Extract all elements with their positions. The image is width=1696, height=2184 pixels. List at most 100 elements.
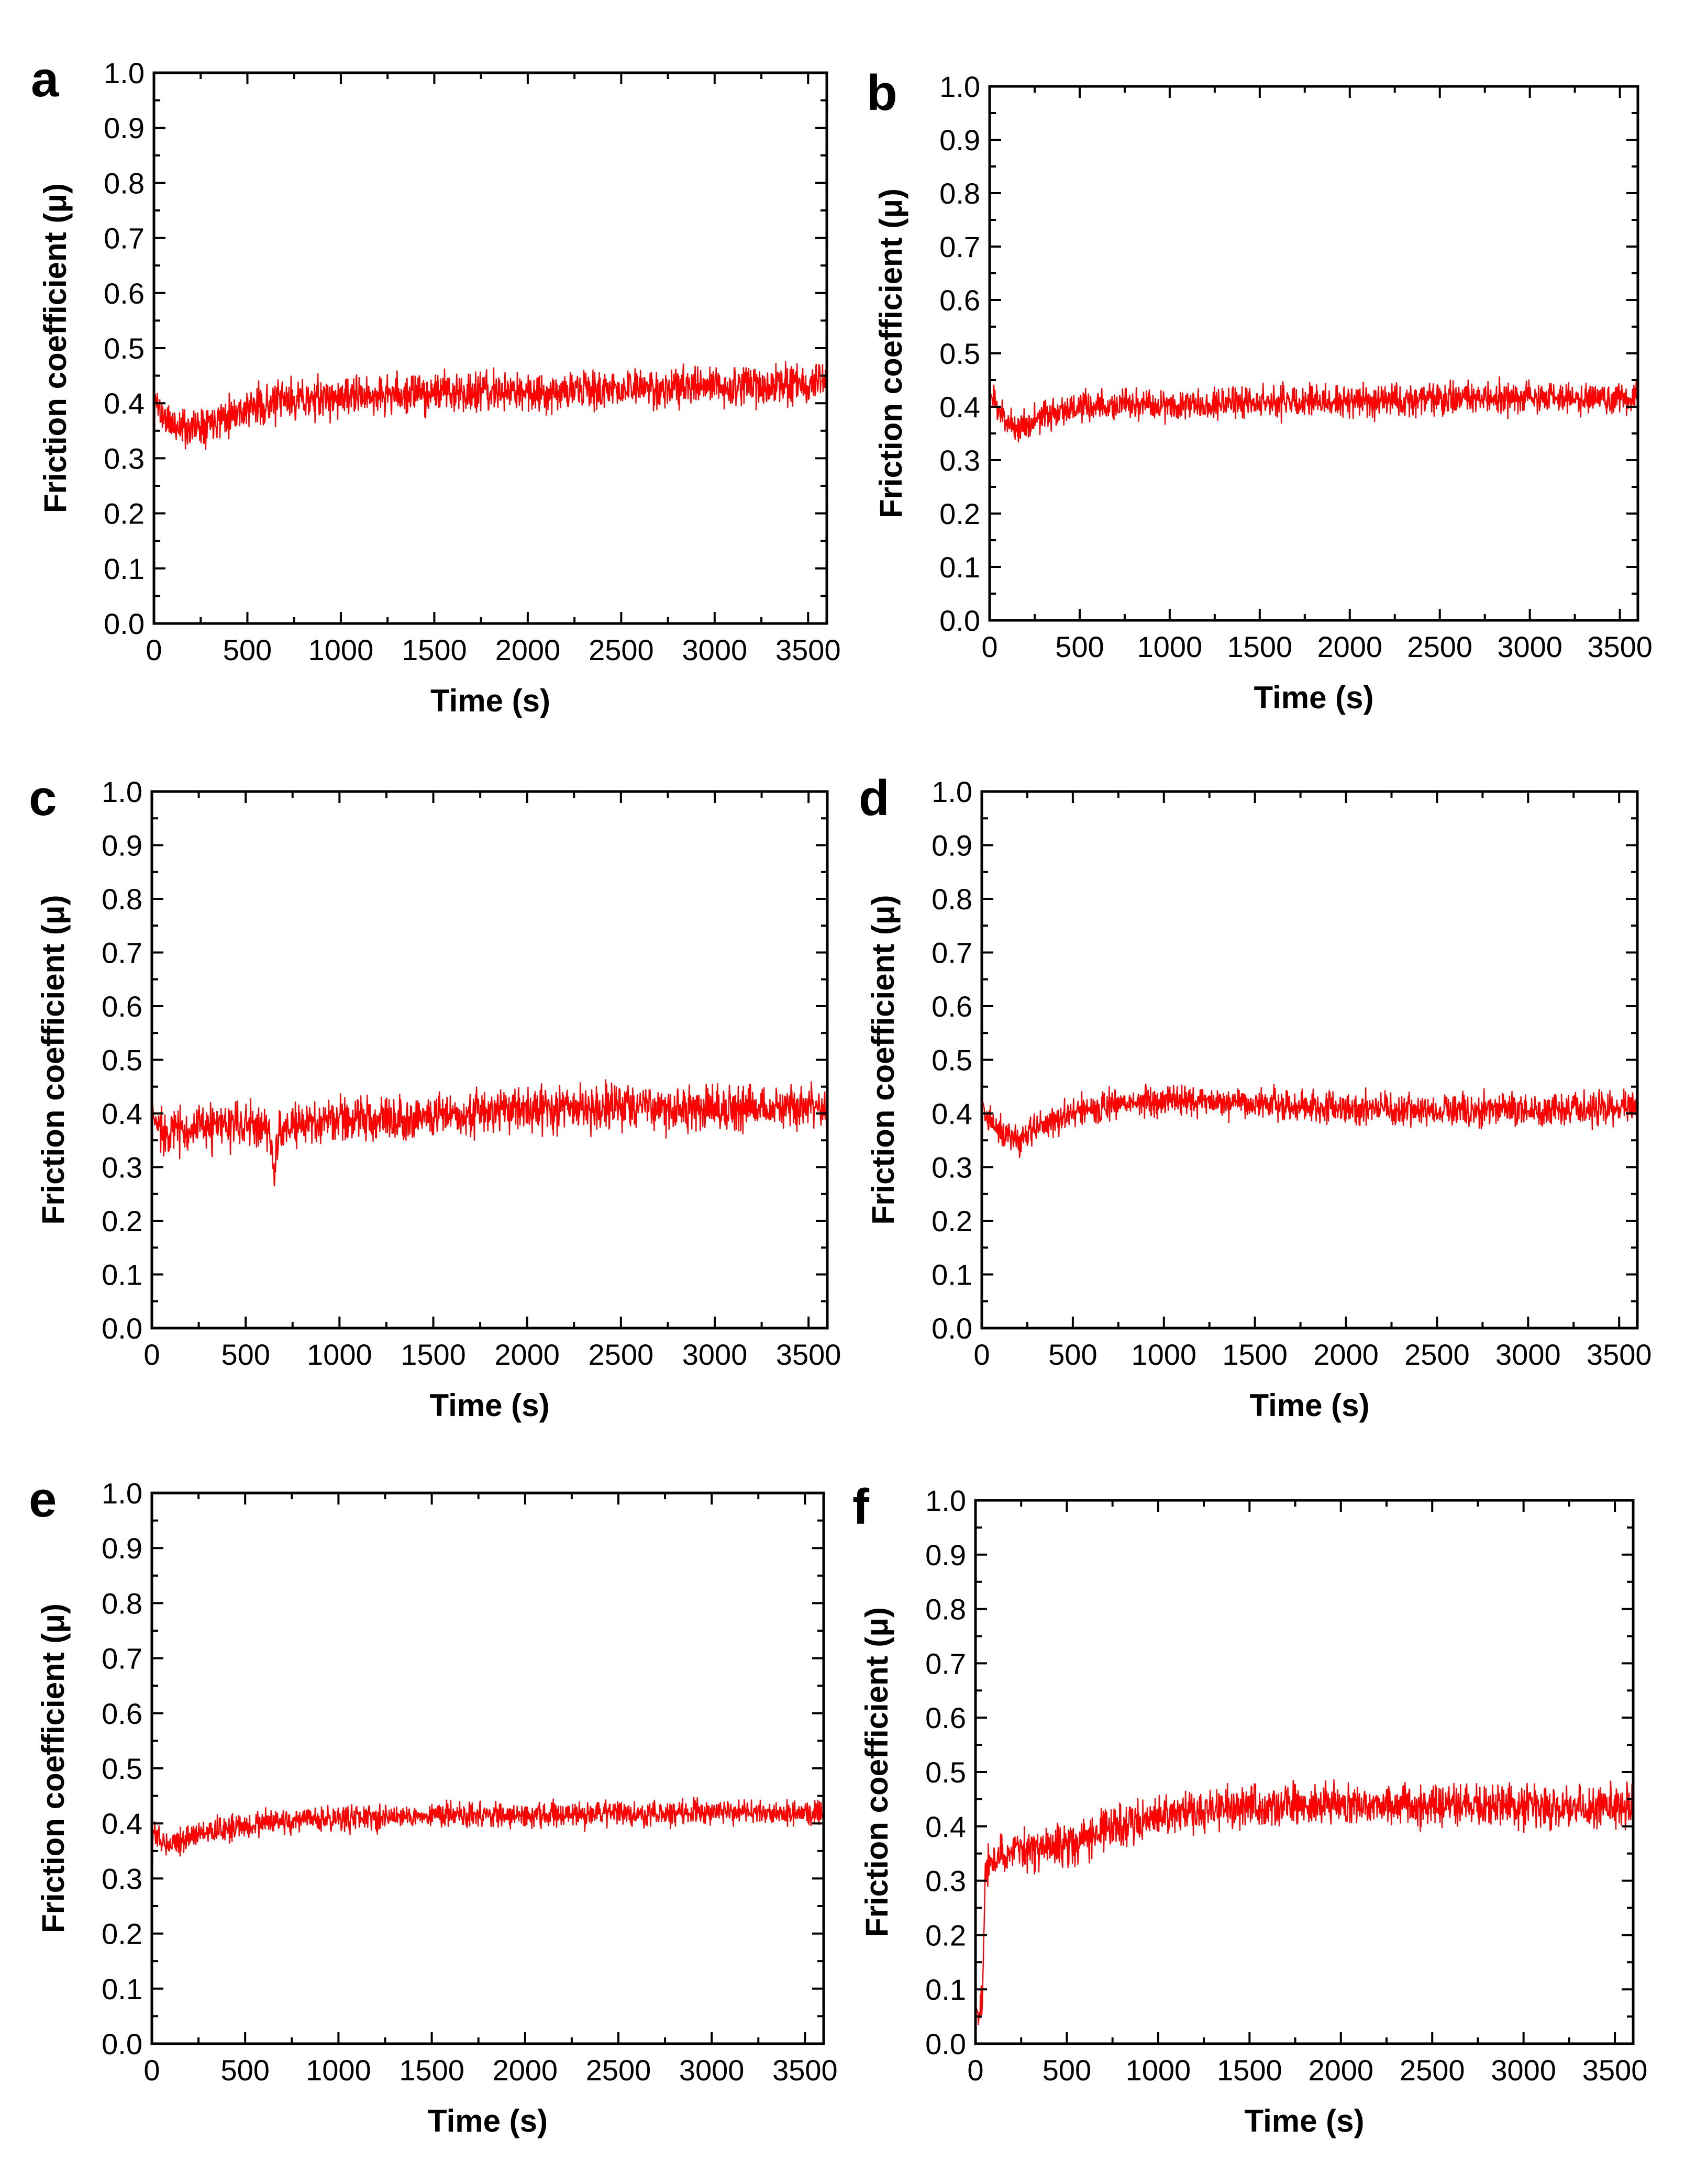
x-tick-label: 3000 (679, 2054, 745, 2087)
y-tick-label: 0.5 (104, 332, 145, 365)
y-tick-label: 0.7 (939, 230, 980, 263)
y-axis-title: Friction coefficient (μ) (38, 183, 73, 513)
chart-panel-b: b 0 500 1000 1500 2000 2500 3000 3500 0.0 0.1 0.2 0.… (867, 65, 1653, 715)
x-tick-label: 0 (981, 630, 997, 663)
x-tick-label: 500 (1043, 2054, 1091, 2087)
y-tick-label: 0.8 (932, 883, 972, 916)
y-tick-label: 0.0 (104, 607, 145, 640)
plot-frame (988, 85, 1639, 622)
y-tick-label: 0.9 (925, 1539, 966, 1572)
panel-label: d (859, 770, 890, 826)
y-tick-label: 0.6 (102, 990, 142, 1023)
chart-panel-d: d 0 500 1000 1500 2000 2500 3000 3500 0.0 0.1 0.2 0.… (859, 770, 1652, 1423)
y-tick-label: 0.2 (925, 1919, 966, 1952)
y-tick-label: 0.8 (939, 177, 980, 210)
y-tick-label: 0.6 (939, 284, 980, 317)
x-tick-label: 3000 (682, 633, 748, 666)
y-tick-label: 0.2 (102, 1205, 142, 1238)
y-tick-label: 0.0 (932, 1312, 972, 1345)
x-tick-label: 1000 (308, 633, 374, 666)
x-tick-label: 2000 (1313, 1338, 1379, 1371)
y-tick-label: 0.2 (932, 1205, 972, 1238)
y-tick-label: 0.9 (939, 124, 980, 157)
y-tick-label: 0.4 (102, 1097, 142, 1130)
y-axis-title: Friction coefficient (μ) (36, 1603, 71, 1933)
x-axis-title: Time (s) (430, 683, 550, 718)
x-tick-label: 2500 (589, 633, 654, 666)
y-tick-label: 0.6 (925, 1701, 966, 1734)
x-tick-label: 500 (1055, 630, 1104, 663)
x-tick-label: 3500 (775, 633, 841, 666)
series-line-friction (152, 1797, 824, 2005)
x-tick-label: 1500 (1222, 1338, 1288, 1371)
panel-label: a (31, 51, 59, 107)
y-tick-label: 0.4 (102, 1807, 142, 1840)
y-tick-label: 0.4 (939, 391, 980, 424)
y-tick-label: 0.1 (104, 552, 145, 585)
x-axis-title: Time (s) (428, 2103, 548, 2138)
y-tick-label: 0.1 (925, 1973, 966, 2006)
y-tick-label: 0.3 (939, 444, 980, 477)
x-tick-label: 500 (223, 633, 272, 666)
x-tick-label: 1500 (1217, 2054, 1282, 2087)
x-tick-label: 1000 (1126, 2054, 1191, 2087)
x-tick-label: 1500 (401, 1338, 466, 1371)
y-tick-label: 0.8 (925, 1593, 966, 1626)
plot-frame (150, 790, 829, 1330)
x-tick-label: 3500 (772, 2054, 838, 2087)
x-tick-label: 0 (143, 1338, 160, 1371)
panel-label: e (29, 1472, 57, 1528)
x-tick-label: 2000 (492, 2054, 558, 2087)
x-tick-label: 2000 (1317, 630, 1382, 663)
x-tick-label: 1500 (1227, 630, 1293, 663)
series-line-friction (982, 1083, 1637, 1158)
y-tick-label: 0.4 (104, 387, 145, 420)
x-axis-title: Time (s) (430, 1388, 550, 1423)
y-tick-label: 0.7 (102, 937, 142, 970)
y-tick-label: 0.5 (939, 337, 980, 370)
x-tick-label: 3500 (1587, 630, 1653, 663)
x-tick-label: 3000 (1495, 1338, 1561, 1371)
y-tick-label: 0.7 (925, 1647, 966, 1680)
x-tick-label: 500 (1048, 1338, 1097, 1371)
series-line-friction (990, 376, 1638, 443)
x-tick-label: 1500 (399, 2054, 464, 2087)
y-tick-label: 0.6 (104, 277, 145, 310)
series-line-friction (154, 361, 827, 590)
y-tick-label: 0.5 (102, 1044, 142, 1077)
y-tick-label: 1.0 (102, 775, 142, 808)
y-tick-label: 1.0 (932, 775, 972, 808)
y-tick-label: 0.2 (102, 1918, 142, 1951)
y-tick-label: 1.0 (925, 1484, 966, 1517)
y-tick-label: 0.0 (102, 1312, 142, 1345)
plot-frame (980, 790, 1639, 1330)
chart-panel-f: f 0 500 1000 1500 2000 2500 3000 3500 0.0 0.1 0.2 0.… (852, 1479, 1647, 2138)
panel-label: f (852, 1479, 870, 1535)
y-tick-label: 0.5 (102, 1752, 142, 1785)
plot-frame (150, 1491, 825, 2045)
x-tick-label: 500 (220, 2054, 269, 2087)
y-tick-label: 0.8 (104, 166, 145, 199)
y-tick-label: 0.3 (932, 1151, 972, 1184)
x-tick-label: 0 (143, 2054, 160, 2087)
y-axis-title: Friction coefficient (μ) (866, 895, 901, 1224)
x-tick-label: 1000 (1137, 630, 1203, 663)
x-tick-label: 2500 (1404, 1338, 1470, 1371)
series-line-friction (976, 1779, 1633, 2025)
x-axis-title: Time (s) (1245, 2103, 1365, 2138)
y-tick-label: 0.1 (932, 1258, 972, 1291)
x-tick-label: 3000 (1491, 2054, 1556, 2087)
x-tick-label: 3500 (1582, 2054, 1648, 2087)
x-tick-label: 1000 (1131, 1338, 1196, 1371)
y-tick-label: 0.7 (932, 937, 972, 970)
series-line-friction (152, 1079, 827, 1187)
y-tick-label: 0.8 (102, 883, 142, 916)
x-tick-label: 3000 (682, 1338, 748, 1371)
y-tick-label: 0.0 (102, 2027, 142, 2060)
y-tick-label: 0.6 (102, 1697, 142, 1730)
x-axis-title: Time (s) (1250, 1388, 1370, 1423)
x-tick-label: 0 (967, 2054, 983, 2087)
y-tick-label: 0.3 (925, 1865, 966, 1898)
y-tick-label: 0.9 (932, 829, 972, 862)
chart-panel-e: e 0 500 1000 1500 2000 2500 3000 3500 0.0 0.1 0.2 0.… (29, 1472, 838, 2138)
